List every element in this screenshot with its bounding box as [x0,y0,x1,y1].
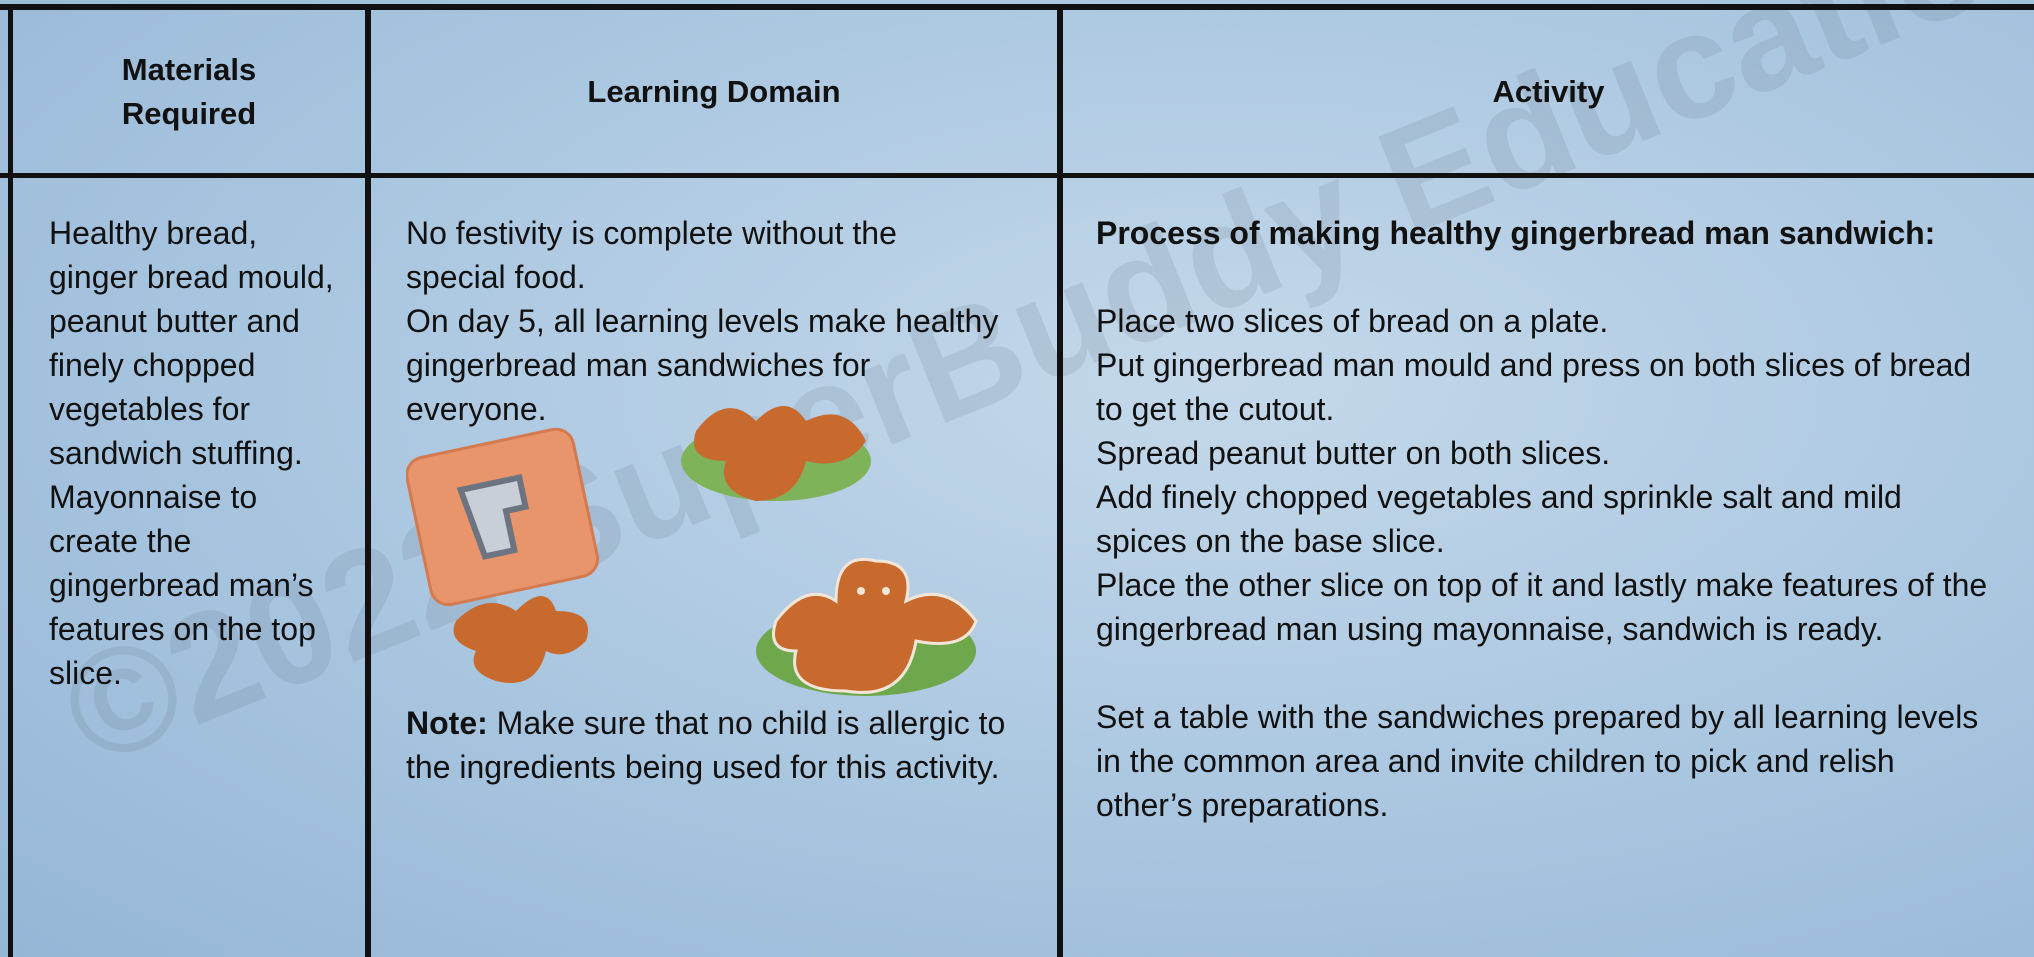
learning-cell: No festivity is complete without the spe… [406,211,1031,789]
activity-title: Process of making healthy gingerbread ma… [1096,215,1936,251]
sandwich-illustration [406,406,978,696]
header-cell: Materials Required [13,10,365,173]
materials-cell: Healthy bread, ginger bread mould, peanu… [49,211,349,695]
step: Place two slices of bread on a plate. [1096,303,1609,339]
border [0,4,2034,10]
paragraph: No festivity is complete without the spe… [406,215,897,295]
step: Spread peanut butter on both slices. [1096,435,1611,471]
note-text: Make sure that no child is allergic to t… [406,705,1006,785]
paragraph: Healthy bread, ginger bread mould, peanu… [49,215,334,471]
step: Place the other slice on top of it and l… [1096,567,1988,647]
paragraph: On day 5, all learning levels make healt… [406,303,999,427]
border [0,173,2034,178]
step: Add finely chopped vegetables and sprink… [1096,479,1902,559]
header-text: Materials Required [121,51,257,131]
note: Note: Make sure that no child is allergi… [406,701,1026,789]
border [8,4,13,957]
activity-cell: Process of making healthy gingerbread ma… [1096,211,1996,827]
paragraph: Mayonnaise to create the gingerbread man… [49,479,316,691]
border [365,4,371,957]
header-cell: Learning Domain [587,73,841,109]
header-cell: Activity [1492,73,1605,109]
gingerbread-cookie [453,596,588,683]
step: Put gingerbread man mould and press on b… [1096,347,1972,427]
border [1057,4,1063,957]
note-label: Note: [406,705,488,741]
closing: Set a table with the sandwiches prepared… [1096,699,1979,823]
